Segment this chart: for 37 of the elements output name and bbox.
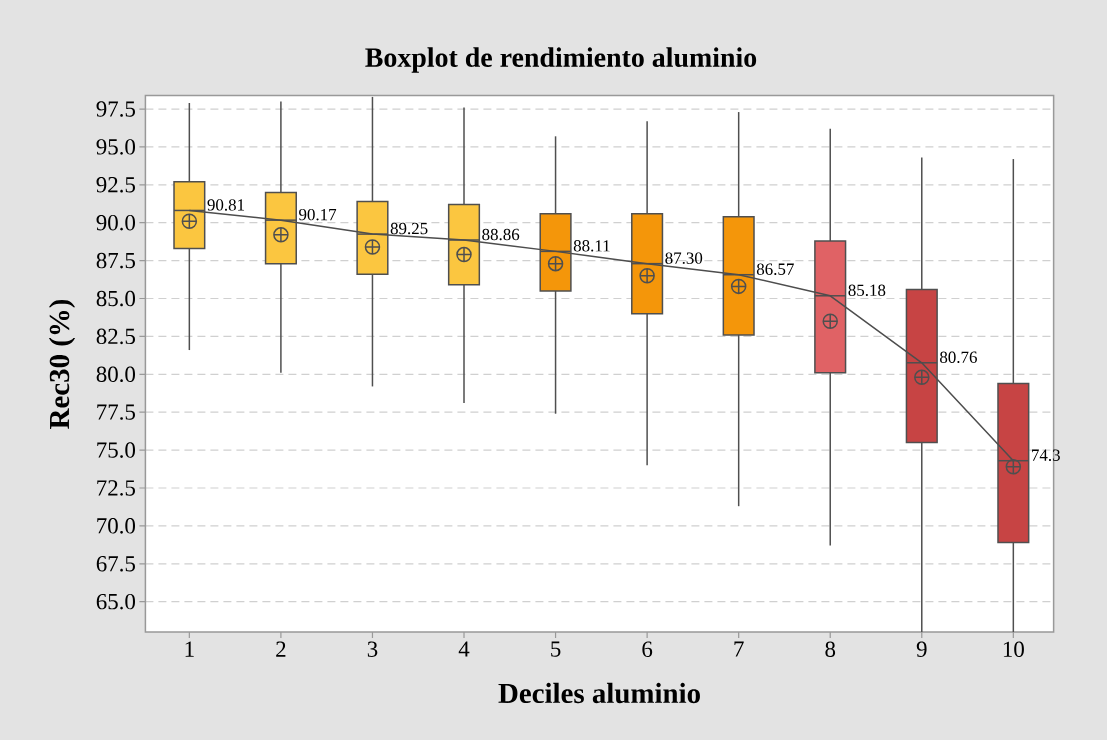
y-tick-label: 92.5: [96, 177, 135, 193]
x-tick-label: 6: [642, 641, 653, 657]
data-label: 74.3: [1032, 449, 1060, 461]
y-tick-label: 95.0: [96, 139, 136, 155]
y-tick-label: 65.0: [96, 593, 136, 610]
y-axis-title: Rec30 (%): [48, 299, 76, 429]
x-tick-label: 10: [1003, 641, 1024, 657]
data-label: 87.30: [665, 252, 703, 264]
y-tick-label: 70.0: [97, 518, 136, 534]
data-label: 80.76: [940, 351, 977, 364]
x-axis-title: Deciles aluminio: [498, 682, 700, 704]
x-tick-label: 9: [916, 641, 927, 657]
data-label: 86.57: [756, 263, 794, 275]
data-label: 85.18: [848, 284, 886, 297]
x-tick-label: 1: [185, 641, 194, 657]
y-tick-label: 67.5: [96, 556, 135, 572]
data-label: 90.17: [299, 208, 337, 221]
data-label: 90.81: [207, 199, 245, 211]
y-tick-label: 85.0: [96, 290, 136, 307]
y-tick-label: 97.5: [96, 101, 135, 117]
y-tick-label: 75.0: [97, 442, 136, 458]
data-label: 89.25: [390, 222, 428, 235]
y-tick-label: 77.5: [97, 404, 135, 420]
x-tick-label: 3: [367, 641, 378, 657]
y-tick-label: 90.0: [96, 214, 136, 231]
x-tick-label: 7: [734, 641, 744, 657]
y-tick-label: 80.0: [96, 366, 136, 383]
data-label: 88.86: [482, 228, 520, 241]
y-tick-label: 72.5: [97, 480, 135, 496]
x-tick-label: 5: [551, 641, 561, 657]
y-tick-label: 82.5: [96, 328, 135, 345]
y-tick-label: 87.5: [96, 252, 135, 269]
x-tick-label: 4: [458, 641, 470, 657]
data-label: 88.11: [573, 240, 610, 252]
x-tick-label: 8: [825, 641, 836, 657]
chart-title: Boxplot de rendimiento aluminio: [365, 47, 757, 73]
x-tick-label: 2: [276, 641, 286, 657]
